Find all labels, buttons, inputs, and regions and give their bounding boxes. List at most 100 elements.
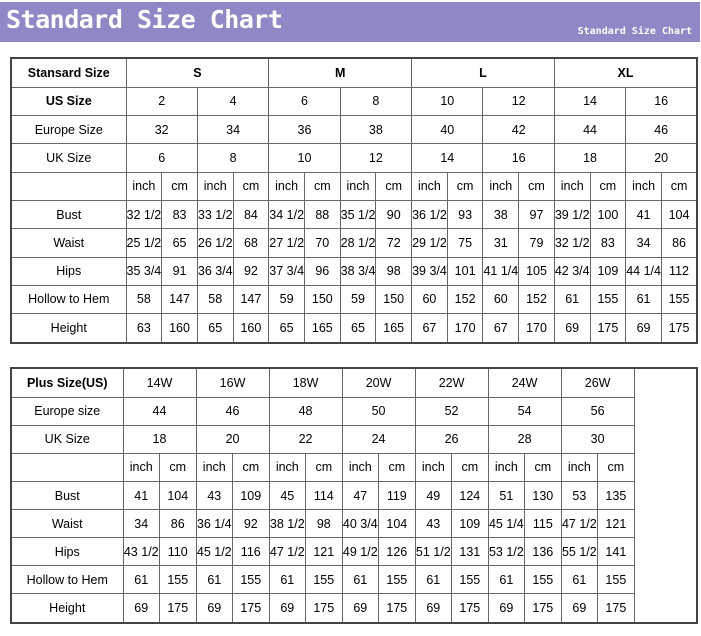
value-cell: 155 — [660, 284, 698, 315]
unit-cell: cm — [159, 452, 197, 482]
row-label: Waist — [10, 228, 127, 258]
value-cell: 114 — [305, 480, 343, 511]
row: Stansard Size S M L XL — [10, 57, 698, 88]
value-cell: 44 1/4 — [625, 256, 662, 286]
value-cell: 65 — [196, 313, 234, 344]
unit-cell: cm — [446, 171, 484, 201]
value-cell: 47 — [341, 480, 380, 511]
value-cell: 33 1/2 — [196, 199, 234, 230]
value-cell: 35 1/2 — [339, 199, 377, 230]
value-cell: 39 3/4 — [411, 256, 448, 286]
unit-cell: inch — [268, 171, 305, 201]
value-cell: 175 — [378, 593, 416, 624]
value-cell: 41 — [625, 199, 662, 230]
value-cell: 86 — [159, 509, 197, 539]
value-cell: 109 — [232, 480, 270, 511]
value-cell: 75 — [446, 228, 484, 258]
row-label: Height — [10, 313, 127, 344]
row: Height 69 175 69 175 69 175 69 175 69 175 69 175 69 17… — [10, 593, 697, 624]
value-cell: 104 — [660, 199, 698, 230]
value-cell: 86 — [660, 228, 698, 258]
value-cell: 147 — [232, 284, 270, 315]
value-cell: 49 1/2 — [341, 537, 380, 567]
unit-cell: cm — [375, 171, 413, 201]
empty-cell — [10, 171, 127, 201]
value-cell: 160 — [161, 313, 198, 344]
size-cell: 14 — [553, 86, 627, 117]
value-cell: 175 — [451, 593, 489, 624]
value-cell: 150 — [303, 284, 341, 315]
value-cell: 37 3/4 — [268, 256, 305, 286]
value-cell: 69 — [553, 313, 591, 344]
value-cell: 58 — [196, 284, 234, 315]
size-cell: 34 — [196, 115, 270, 145]
value-cell: 105 — [518, 256, 555, 286]
value-cell: 98 — [305, 509, 343, 539]
row-label: UK Size — [10, 143, 127, 173]
unit-cell: inch — [125, 171, 163, 201]
value-cell: 92 — [232, 256, 270, 286]
value-cell: 61 — [487, 565, 526, 595]
size-cell: 40 — [411, 115, 484, 145]
value-cell: 98 — [375, 256, 413, 286]
size-cell: 56 — [560, 396, 635, 426]
size-cell: 18W — [268, 367, 343, 398]
size-cell: 20 — [195, 424, 270, 454]
value-cell: 26 1/2 — [196, 228, 234, 258]
subtitle: Standard Size Chart — [577, 26, 692, 37]
value-cell: 29 1/2 — [411, 228, 448, 258]
size-cell: 10 — [411, 86, 484, 117]
unit-cell: inch — [268, 452, 307, 482]
value-cell: 104 — [378, 509, 416, 539]
value-cell: 35 3/4 — [125, 256, 163, 286]
value-cell: 110 — [159, 537, 197, 567]
value-cell: 175 — [232, 593, 270, 624]
row-label: Hips — [10, 256, 127, 286]
unit-cell: inch — [553, 171, 591, 201]
size-cell: 44 — [553, 115, 627, 145]
value-cell: 43 — [414, 509, 453, 539]
unit-cell: cm — [232, 452, 270, 482]
size-cell: 20W — [341, 367, 416, 398]
value-cell: 31 — [482, 228, 520, 258]
value-cell: 155 — [305, 565, 343, 595]
value-cell: 141 — [597, 537, 635, 567]
value-cell: 155 — [378, 565, 416, 595]
value-cell: 79 — [518, 228, 555, 258]
value-cell: 165 — [375, 313, 413, 344]
row: Waist 34 86 36 1/4 92 38 1/2 98 40 3/4 104 43 109 4… — [10, 509, 697, 539]
size-cell: 6 — [125, 143, 198, 173]
unit-cell: cm — [660, 171, 698, 201]
value-cell: 96 — [303, 256, 341, 286]
row: Hips 35 3/4 91 36 3/4 92 37 3/4 96 38 3/4 98 39 3… — [10, 256, 698, 286]
value-cell: 67 — [411, 313, 448, 344]
unit-cell: cm — [524, 452, 562, 482]
value-cell: 100 — [589, 199, 627, 230]
size-cell: 38 — [339, 115, 413, 145]
row: Europe size 44 46 48 50 52 54 56 — [10, 396, 697, 426]
unit-cell: cm — [303, 171, 341, 201]
value-cell: 175 — [660, 313, 698, 344]
unit-cell: cm — [305, 452, 343, 482]
size-cell: 16 — [625, 86, 698, 117]
value-cell: 42 3/4 — [553, 256, 591, 286]
value-cell: 93 — [446, 199, 484, 230]
value-cell: 34 — [625, 228, 662, 258]
value-cell: 67 — [482, 313, 520, 344]
row: Hollow to Hem 61 155 61 155 61 155 61 155 61 155 61… — [10, 565, 697, 595]
value-cell: 109 — [451, 509, 489, 539]
unit-row: inch cm inch cm inch cm inch cm inch cm inch cm inch… — [10, 452, 697, 482]
row: US Size 2 4 6 8 10 12 14 16 — [10, 86, 698, 117]
value-cell: 97 — [518, 199, 555, 230]
unit-cell: inch — [625, 171, 662, 201]
unit-cell: cm — [232, 171, 270, 201]
value-cell: 59 — [339, 284, 377, 315]
value-cell: 69 — [122, 593, 160, 624]
size-cell: 18 — [553, 143, 627, 173]
value-cell: 60 — [411, 284, 448, 315]
value-cell: 34 1/2 — [268, 199, 305, 230]
unit-cell: inch — [482, 171, 520, 201]
unit-cell: cm — [589, 171, 627, 201]
value-cell: 92 — [232, 509, 270, 539]
